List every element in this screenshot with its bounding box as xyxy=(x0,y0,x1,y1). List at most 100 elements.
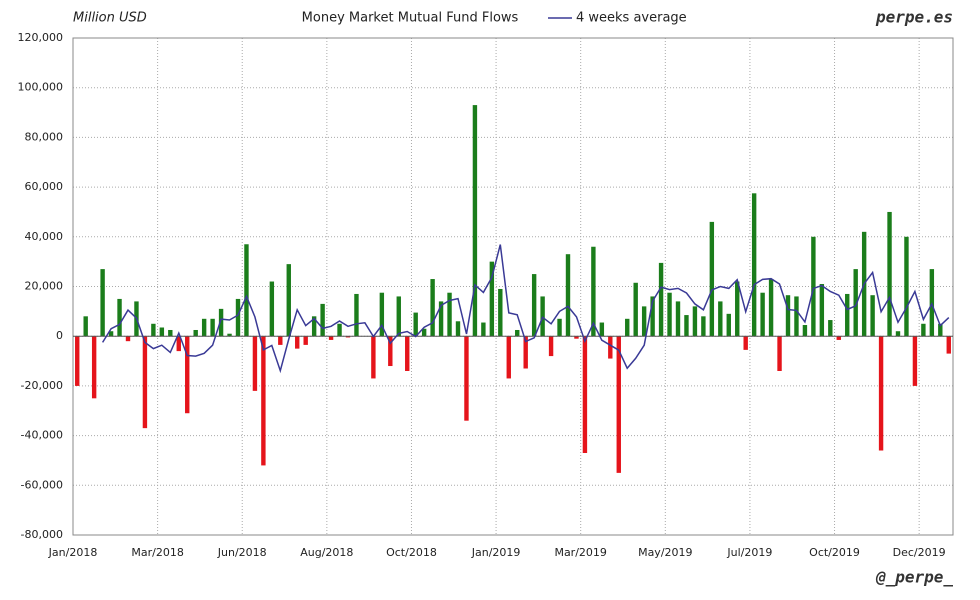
bar xyxy=(531,274,537,337)
bar xyxy=(75,336,80,386)
bar xyxy=(201,318,207,337)
bar xyxy=(785,295,791,337)
bar xyxy=(447,292,452,337)
bar xyxy=(650,296,655,337)
bar xyxy=(498,288,503,337)
bar xyxy=(565,254,571,337)
y-tick-label: 0 xyxy=(56,329,63,342)
bar xyxy=(921,323,926,337)
bar xyxy=(151,323,156,337)
bar xyxy=(675,301,681,337)
bar xyxy=(125,336,131,342)
x-tick-label: Oct/2018 xyxy=(386,546,437,559)
bar xyxy=(608,336,613,359)
bar xyxy=(878,336,884,451)
average-line xyxy=(101,244,950,374)
legend-label: 4 weeks average xyxy=(576,11,687,26)
y-axis-label: Million USD xyxy=(73,11,147,26)
bar xyxy=(701,316,706,337)
bar xyxy=(802,325,808,337)
bar xyxy=(616,336,621,473)
y-tick-label: -80,000 xyxy=(21,528,63,541)
bar xyxy=(337,323,342,337)
bar xyxy=(768,279,774,337)
bar xyxy=(515,329,520,337)
x-tick-label: May/2019 xyxy=(638,546,692,559)
bar xyxy=(455,321,461,337)
watermark: perpe.es xyxy=(875,8,953,27)
bar xyxy=(548,336,554,357)
bar xyxy=(278,336,283,345)
bar xyxy=(845,293,850,337)
y-tick-label: -20,000 xyxy=(21,379,63,392)
y-tick-label: -40,000 xyxy=(21,429,63,442)
y-tick-label: 60,000 xyxy=(25,180,64,193)
bar xyxy=(718,301,723,337)
bar xyxy=(692,306,698,337)
bar xyxy=(354,293,359,337)
x-tick-label: Mar/2019 xyxy=(554,546,606,559)
bar xyxy=(811,236,816,337)
bar xyxy=(472,105,478,337)
bar xyxy=(421,328,427,337)
bar xyxy=(142,336,148,429)
bar xyxy=(794,296,799,337)
bar xyxy=(100,269,105,337)
bar xyxy=(193,329,198,337)
bar xyxy=(599,322,605,337)
bar xyxy=(489,261,495,337)
bar xyxy=(295,336,300,349)
bar xyxy=(481,322,486,337)
bar xyxy=(760,292,765,337)
bar xyxy=(557,318,562,337)
bar xyxy=(591,246,596,337)
bar xyxy=(633,282,638,337)
bar xyxy=(210,318,215,337)
bar xyxy=(396,296,401,337)
bar xyxy=(743,336,748,350)
bar xyxy=(819,284,825,337)
bar xyxy=(108,331,114,337)
bar xyxy=(345,336,351,338)
bar xyxy=(658,262,664,337)
bar xyxy=(582,336,588,453)
bar xyxy=(625,318,630,337)
bar xyxy=(235,298,241,337)
bar xyxy=(870,295,875,337)
bar xyxy=(726,313,731,337)
bar xyxy=(853,269,858,337)
bar xyxy=(244,244,249,337)
x-tick-label: Aug/2018 xyxy=(300,546,353,559)
bar xyxy=(303,336,308,345)
bar xyxy=(405,336,410,371)
x-tick-label: Dec/2019 xyxy=(893,546,946,559)
bar xyxy=(777,336,782,371)
bar xyxy=(328,336,334,340)
bar xyxy=(176,336,181,352)
bar xyxy=(218,308,224,337)
bar xyxy=(430,279,435,337)
bar xyxy=(828,320,833,337)
x-tick-label: Oct/2019 xyxy=(809,546,860,559)
bar xyxy=(895,331,901,337)
y-tick-label: 100,000 xyxy=(18,81,64,94)
y-tick-label: 80,000 xyxy=(25,130,64,143)
x-tick-label: Jun/2018 xyxy=(217,546,267,559)
watermark: @_perpe_ xyxy=(875,568,953,587)
bar xyxy=(252,336,258,391)
bar xyxy=(506,336,511,379)
x-tick-label: Jan/2019 xyxy=(471,546,521,559)
bar xyxy=(168,329,173,337)
bar xyxy=(185,336,190,414)
y-tick-label: 20,000 xyxy=(25,280,64,293)
bar xyxy=(464,336,469,421)
bar xyxy=(91,336,97,399)
plot-border xyxy=(72,37,954,536)
bar xyxy=(83,316,88,337)
y-tick-label: 120,000 xyxy=(18,31,64,44)
bar xyxy=(912,336,918,386)
y-tick-label: -60,000 xyxy=(21,478,63,491)
x-tick-label: Mar/2018 xyxy=(131,546,183,559)
bar xyxy=(311,316,317,337)
